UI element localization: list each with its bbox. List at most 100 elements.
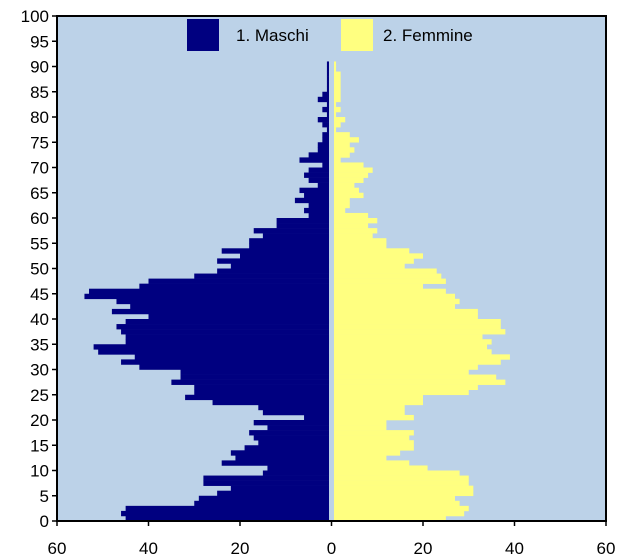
- bar-maschi-age-40: [148, 313, 329, 320]
- x-tick-label: 20: [231, 539, 250, 555]
- bar-femmine-age-26: [334, 384, 478, 390]
- bar-maschi-age-8: [203, 475, 329, 481]
- bar-femmine-age-35: [334, 339, 492, 345]
- bar-femmine-age-39: [334, 319, 501, 325]
- bar-femmine-age-59: [334, 218, 378, 224]
- y-tick-label: 95: [30, 32, 49, 51]
- bar-femmine-age-60: [334, 212, 369, 219]
- bar-femmine-age-45: [334, 288, 446, 295]
- bar-maschi-age-22: [258, 404, 329, 411]
- bar-femmine-age-16: [334, 435, 410, 441]
- x-tick-label: 40: [139, 539, 158, 555]
- bar-maschi-age-36: [125, 334, 330, 340]
- bar-femmine-age-9: [334, 470, 460, 476]
- bar-maschi-age-71: [299, 157, 329, 163]
- plot-area: [57, 16, 606, 521]
- bar-maschi-age-76: [322, 132, 329, 138]
- bar-maschi-age-83: [317, 96, 329, 103]
- bar-femmine-age-70: [334, 162, 364, 168]
- bar-femmine-age-24: [334, 394, 423, 401]
- bar-maschi-age-47: [148, 278, 329, 284]
- y-tick-label: 35: [30, 335, 49, 354]
- bar-maschi-age-66: [317, 182, 329, 188]
- bar-maschi-age-50: [230, 263, 329, 269]
- bar-femmine-age-72: [334, 152, 350, 158]
- bar-femmine-age-7: [334, 480, 469, 486]
- bar-maschi-age-60: [308, 212, 330, 219]
- bar-femmine-age-78: [334, 122, 341, 128]
- bar-femmine-age-86: [334, 81, 341, 87]
- bar-maschi-age-33: [98, 349, 329, 355]
- bar-maschi-age-68: [304, 172, 329, 178]
- bar-femmine-age-49: [334, 268, 437, 274]
- bar-femmine-age-38: [334, 324, 501, 330]
- series-maschi-bars: [84, 61, 330, 522]
- bar-femmine-age-5: [334, 490, 474, 497]
- bar-femmine-age-74: [334, 142, 350, 148]
- x-tick-label: 0: [327, 539, 336, 555]
- bar-femmine-age-48: [334, 273, 442, 279]
- bar-femmine-age-41: [334, 308, 478, 315]
- bar-femmine-age-12: [334, 455, 387, 461]
- bar-femmine-age-55: [334, 238, 387, 244]
- y-tick-label: 5: [40, 487, 49, 506]
- bar-maschi-age-13: [230, 450, 329, 456]
- bar-maschi-age-46: [139, 283, 329, 289]
- bar-maschi-age-55: [249, 238, 329, 244]
- bar-femmine-age-31: [334, 359, 501, 365]
- bar-maschi-age-75: [322, 137, 329, 143]
- bar-femmine-age-87: [334, 76, 341, 82]
- bar-femmine-age-34: [334, 344, 488, 350]
- bar-femmine-age-68: [334, 172, 369, 178]
- bar-maschi-age-14: [244, 445, 329, 451]
- bar-maschi-age-15: [258, 440, 329, 446]
- bar-maschi-age-67: [308, 177, 330, 183]
- bar-femmine-age-17: [334, 430, 414, 436]
- bar-maschi-age-24: [185, 394, 329, 401]
- y-tick-label: 90: [30, 58, 49, 77]
- bar-femmine-age-25: [334, 389, 469, 396]
- bar-maschi-age-88: [326, 71, 329, 77]
- bar-maschi-age-1: [121, 510, 329, 517]
- bar-femmine-age-6: [334, 485, 474, 491]
- bar-femmine-age-13: [334, 450, 401, 456]
- bar-femmine-age-46: [334, 283, 423, 289]
- bar-femmine-age-79: [334, 117, 346, 123]
- bar-maschi-age-59: [276, 218, 329, 224]
- y-tick-label: 85: [30, 83, 49, 102]
- x-axis-ticks: 60 40 20 0 20 40 60: [48, 521, 615, 555]
- bar-maschi-age-78: [322, 122, 329, 128]
- bar-femmine-age-37: [334, 329, 506, 335]
- bar-maschi-age-58: [276, 223, 329, 229]
- bar-maschi-age-84: [322, 91, 329, 98]
- bar-femmine-age-47: [334, 278, 446, 284]
- y-tick-label: 80: [30, 108, 49, 127]
- bar-maschi-age-17: [249, 430, 329, 436]
- legend-swatch-maschi: [187, 19, 219, 51]
- bar-maschi-age-49: [217, 268, 330, 274]
- bar-maschi-age-77: [326, 127, 329, 133]
- bar-maschi-age-38: [116, 324, 329, 330]
- bar-maschi-age-20: [304, 414, 329, 421]
- bar-femmine-age-69: [334, 167, 373, 173]
- bar-femmine-age-1: [334, 510, 465, 517]
- bar-femmine-age-64: [334, 192, 364, 199]
- bar-femmine-age-71: [334, 157, 341, 163]
- bar-femmine-age-27: [334, 379, 506, 385]
- bar-maschi-age-41: [111, 308, 330, 315]
- bar-maschi-age-53: [221, 248, 329, 254]
- bar-maschi-age-26: [194, 384, 329, 390]
- bar-maschi-age-35: [125, 339, 330, 345]
- bar-maschi-age-81: [322, 106, 329, 113]
- bar-maschi-age-62: [308, 202, 330, 209]
- bar-femmine-age-19: [334, 420, 387, 426]
- bar-femmine-age-81: [334, 106, 341, 113]
- bar-maschi-age-30: [139, 364, 329, 370]
- bar-femmine-age-3: [334, 500, 460, 507]
- bar-maschi-age-44: [84, 293, 329, 300]
- y-tick-label: 15: [30, 436, 49, 455]
- bar-femmine-age-18: [334, 425, 387, 431]
- bar-femmine-age-52: [334, 253, 423, 259]
- bar-femmine-age-63: [334, 197, 350, 204]
- bar-maschi-age-79: [317, 117, 329, 123]
